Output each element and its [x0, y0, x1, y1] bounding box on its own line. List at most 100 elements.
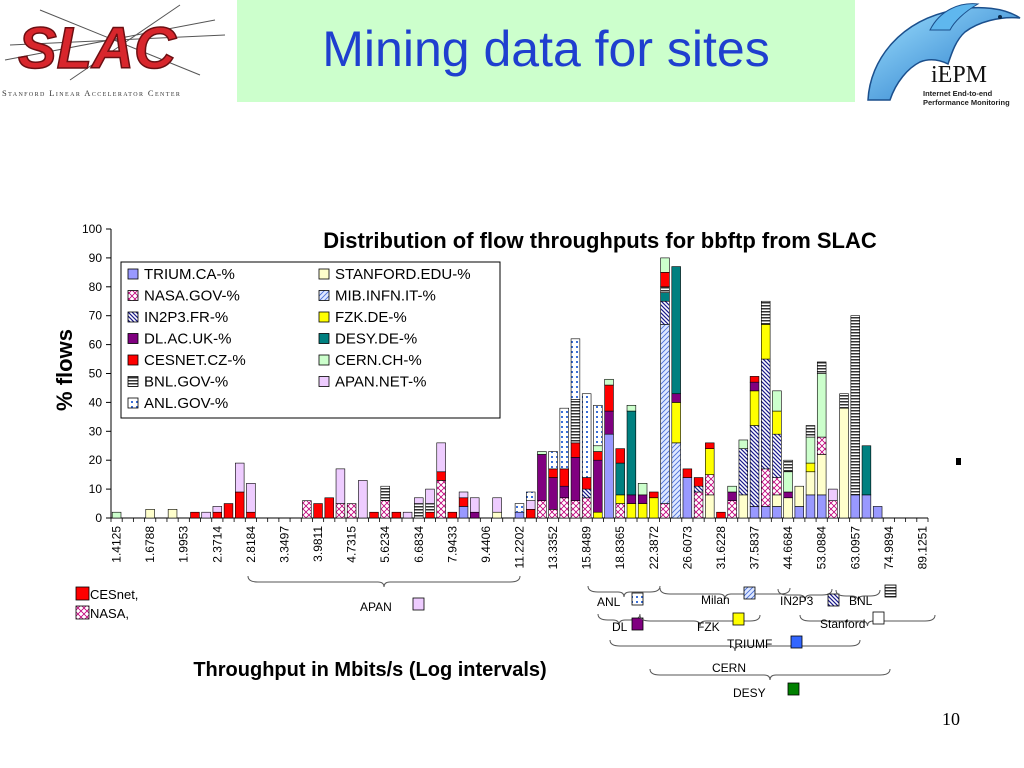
bar-segment [492, 497, 502, 513]
bar-segment [794, 485, 804, 507]
bar-segment [604, 378, 614, 386]
bar-segment [626, 503, 637, 519]
legend-box [120, 261, 501, 419]
bar-segment [335, 503, 346, 519]
x-tick-label: 7.9433 [445, 526, 459, 563]
legend-swatch [318, 376, 330, 387]
bar-segment [761, 506, 771, 519]
bar-segment [537, 451, 547, 455]
bar-segment [380, 485, 390, 501]
bar-segment [525, 491, 536, 501]
legend-swatch [318, 333, 330, 344]
bar-segment [805, 462, 816, 473]
range-brace [649, 668, 891, 681]
bar-segment [436, 480, 446, 519]
range-swatch [631, 592, 644, 606]
bar-segment [525, 500, 536, 510]
x-tick-label: 15.8489 [580, 526, 594, 570]
x-tick-label: 11.2202 [513, 526, 527, 569]
bar-segment [671, 442, 681, 519]
range-label: BNL [849, 594, 873, 608]
iepm-logo [860, 0, 1024, 112]
bar-segment [324, 497, 334, 519]
y-tick-label: 40 [89, 395, 103, 409]
bar-segment [346, 503, 357, 519]
x-tick-label: 13.3352 [546, 526, 560, 570]
bar-segment [705, 474, 715, 496]
bar-segment [637, 503, 648, 519]
y-axis-label: % flows [52, 329, 77, 411]
legend-swatch [127, 333, 139, 344]
bar-segment [839, 407, 849, 519]
bar-segment [313, 503, 323, 519]
legend-label: STANFORD.EDU-% [335, 266, 471, 283]
range-label: ANL [597, 595, 621, 609]
y-tick-label: 100 [82, 222, 102, 236]
bar-segment [570, 338, 581, 400]
bar-segment [458, 491, 469, 499]
bar-segment [738, 494, 749, 519]
bar-segment [783, 459, 793, 473]
bar-segment [772, 390, 782, 412]
bar-segment [436, 442, 446, 473]
bar-segment [570, 457, 581, 501]
bar-segment [593, 459, 603, 513]
bar-segment [772, 494, 782, 507]
legend-swatch [127, 311, 139, 323]
range-swatch [787, 682, 800, 696]
slac-logo: SLAC [0, 0, 235, 100]
side-legend-label: CESnet, [90, 587, 138, 602]
bar-segment [201, 511, 211, 519]
y-tick-label: 50 [89, 367, 103, 381]
bar-segment [682, 477, 693, 519]
bar-segment [235, 462, 245, 493]
range-label: IN2P3 [780, 594, 814, 608]
chart-axes: 0 10 20 30 40 50 60 70 80 90 100 1.4125 1.6788 1.9953… [82, 222, 929, 569]
legend-label: FZK.DE-% [335, 309, 407, 326]
range-label: DL [612, 620, 628, 634]
legend-swatch [318, 311, 330, 323]
bar-segment [772, 506, 782, 519]
y-tick-label: 0 [95, 511, 102, 525]
bar-segment [637, 483, 648, 496]
x-tick-label: 74.9894 [882, 526, 896, 570]
bar-segment [581, 477, 592, 490]
legend-swatch [318, 290, 330, 301]
bar-segment [816, 436, 827, 455]
y-tick-label: 70 [89, 309, 103, 323]
bar-segment [581, 393, 592, 478]
bar-segment [604, 433, 614, 519]
bar-segment [626, 410, 637, 496]
bar-segment [514, 511, 525, 519]
bar-segment [615, 462, 625, 496]
bar-segment [637, 494, 648, 504]
range-swatch [884, 584, 897, 598]
y-tick-label: 20 [89, 453, 103, 467]
legend-swatch [127, 290, 139, 301]
legend-label: MIB.INFN.IT-% [335, 288, 436, 305]
range-brace [799, 614, 936, 627]
bar-segment [727, 491, 737, 501]
bar-segment [581, 497, 592, 519]
bar-segment [761, 358, 771, 470]
bar-segment [693, 491, 704, 519]
bar-segment [805, 494, 816, 519]
side-legend-label: NASA, [90, 606, 129, 621]
bar-segment [783, 471, 793, 493]
bar-segment [772, 433, 782, 478]
x-tick-label: 3.9811 [311, 526, 325, 562]
range-label: APAN [360, 600, 392, 614]
side-legend-swatch [75, 586, 90, 601]
legend-swatch [318, 354, 330, 366]
legend-label: IN2P3.FR-% [144, 309, 228, 326]
x-tick-label: 4.7315 [345, 526, 359, 563]
site-range-annotations: CESnet, NASA, APAN ANL Milan IN2P3 BNL DL FZK Sta… [75, 575, 936, 700]
x-tick-label: 9.4406 [479, 526, 493, 563]
legend-label: DESY.DE-% [335, 331, 417, 348]
bar-segment [358, 480, 368, 519]
bar-segment [615, 503, 625, 519]
range-brace [659, 587, 791, 600]
bar-segment [816, 454, 827, 496]
legend-label: TRIUM.CA-% [144, 266, 235, 283]
legend-swatch [127, 376, 139, 387]
